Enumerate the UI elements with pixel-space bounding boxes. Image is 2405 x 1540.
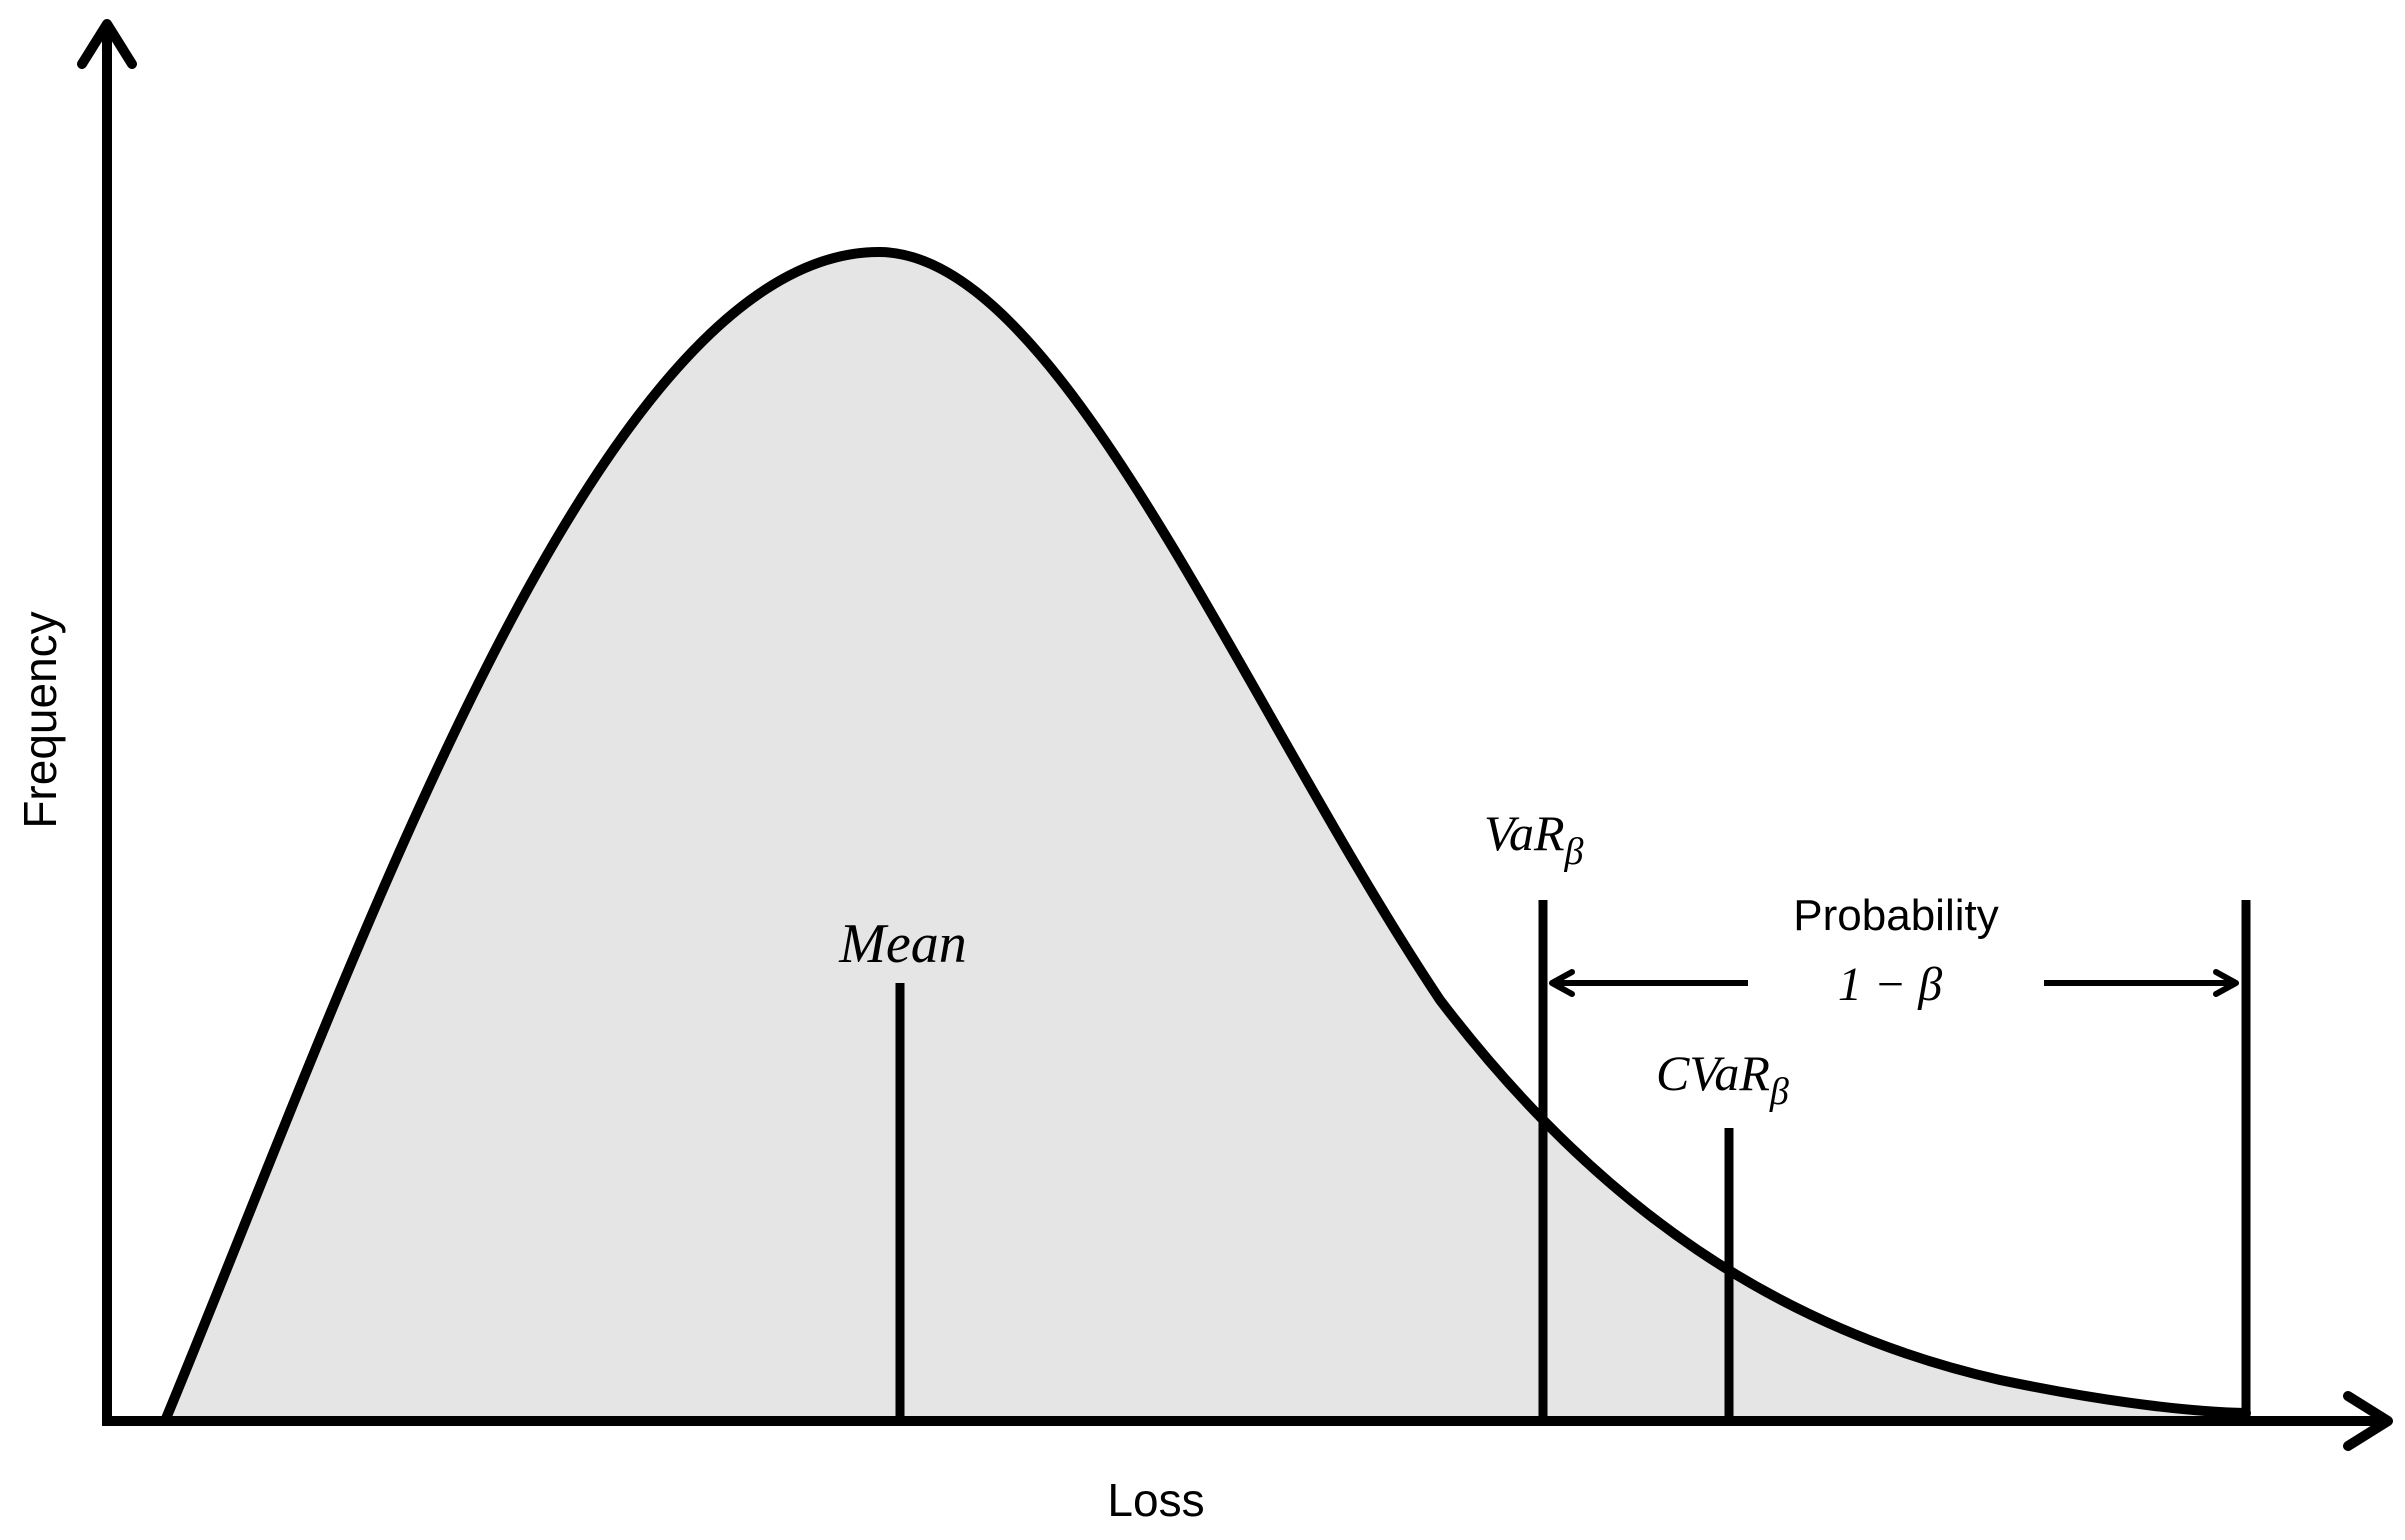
var-label-subscript: β [1564,831,1584,873]
tail-probability-label: Probability [1793,891,1998,940]
mean-label: Mean [838,913,967,975]
tail-span-left-arrowhead [1549,969,1575,997]
var-label: VaRβ [1484,805,1584,873]
tail-span-right-arrowhead [2213,969,2239,997]
cvar-label-subscript: β [1769,1071,1789,1113]
y-axis-label: Frequency [14,611,66,828]
cvar-label: CVaRβ [1656,1045,1789,1113]
tail-probability-value: 1 − β [1838,958,1942,1011]
y-axis-arrowhead [77,19,137,69]
x-axis-label: Loss [1107,1474,1204,1526]
x-axis-arrowhead [2343,1391,2393,1451]
var-label-main: VaR [1484,805,1565,861]
distribution-area [165,251,2246,1421]
distribution-curve [160,246,2251,1426]
cvar-label-main: CVaR [1656,1045,1770,1101]
